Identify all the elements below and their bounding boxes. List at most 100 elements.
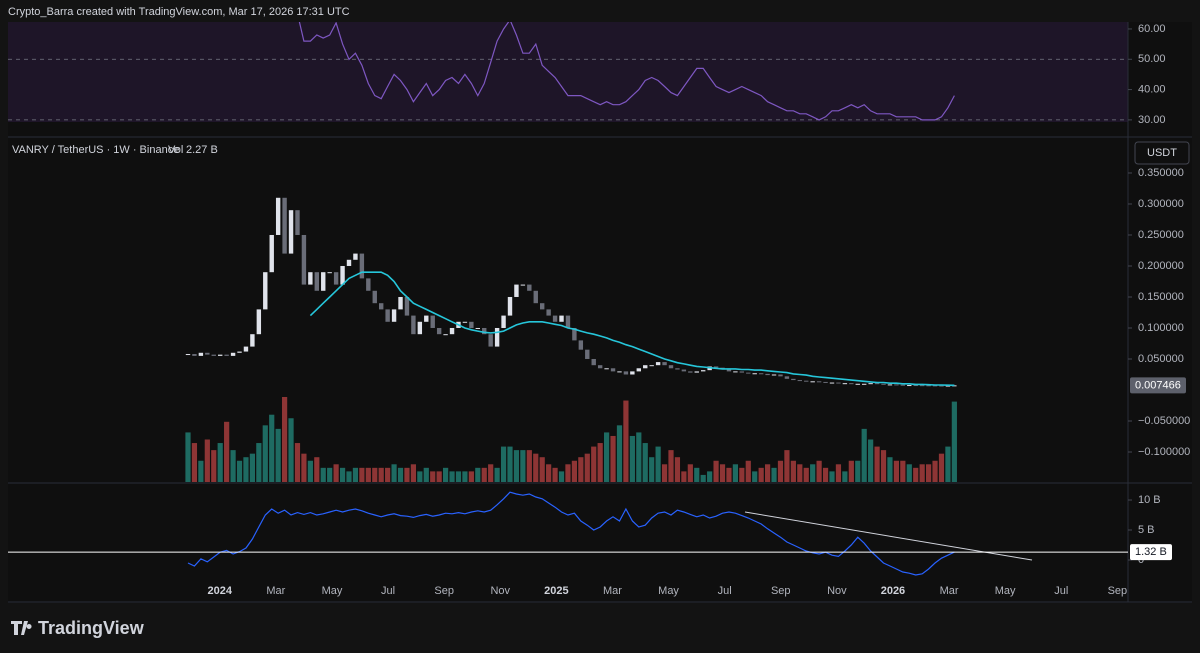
x-tick-label: Jul: [718, 585, 732, 597]
candle-body: [488, 334, 493, 347]
volume-bar: [185, 432, 191, 482]
candle-body: [295, 210, 300, 235]
candle-body: [218, 354, 223, 356]
candle-body: [205, 352, 210, 355]
volume-bar: [378, 467, 384, 482]
candle-body: [301, 234, 307, 285]
candle-body: [887, 384, 893, 386]
volume-bar: [404, 467, 410, 482]
volume-bar: [797, 464, 803, 482]
volume-bar: [539, 457, 545, 482]
candle-body: [333, 272, 339, 285]
volume-bar: [726, 467, 732, 482]
candle-body: [617, 371, 622, 373]
candle-body: [900, 384, 906, 386]
candle-body: [746, 372, 751, 374]
candle-body: [250, 334, 255, 347]
candle-body: [765, 373, 770, 376]
candle-body: [701, 370, 706, 372]
candle-body: [353, 253, 358, 260]
x-tick-label: Mar: [940, 585, 959, 597]
x-tick-label: Jul: [1054, 585, 1068, 597]
candle-body: [527, 284, 532, 291]
candle-body: [359, 253, 365, 279]
volume-bar: [455, 471, 462, 482]
volume-bar: [707, 471, 713, 482]
candle-body: [849, 383, 854, 385]
volume-bar: [906, 464, 912, 482]
volume-bar: [320, 467, 326, 482]
volume-bar: [533, 453, 539, 482]
candle-body: [932, 385, 938, 387]
clip-group: [309, 271, 955, 387]
candle-body: [713, 366, 719, 368]
candle-body: [436, 327, 442, 335]
y-tick-label: −0.100000: [1138, 446, 1190, 458]
candle-body: [237, 351, 242, 353]
volume-bar: [610, 435, 616, 482]
candle-body: [288, 210, 294, 254]
y-tick-label: 10 B: [1138, 494, 1161, 506]
volume-bar: [249, 453, 255, 482]
y-tick-label: 5 B: [1138, 524, 1155, 536]
brand-logo: [11, 621, 32, 635]
candle-body: [198, 352, 204, 356]
currency[interactable]: USDT: [1147, 147, 1177, 159]
volume-bar: [784, 450, 790, 482]
candle-body: [939, 385, 944, 387]
candle-body: [623, 371, 629, 375]
volume-bar: [913, 467, 919, 482]
x-tick-label: Nov: [490, 585, 510, 597]
candle-body: [185, 354, 191, 356]
candle-body: [385, 309, 390, 322]
currency-button[interactable]: [1134, 141, 1190, 165]
candle-body: [546, 309, 551, 316]
volume-bar: [752, 471, 758, 482]
volume-bar: [224, 421, 230, 482]
candle-body: [862, 383, 867, 385]
volume-bar: [816, 460, 822, 482]
candle-body: [636, 368, 641, 372]
candle-body: [810, 381, 815, 383]
volume-bar: [243, 457, 249, 482]
candle-body: [417, 321, 423, 335]
candle-body: [482, 327, 487, 335]
candle-body: [816, 381, 822, 383]
candle-body: [520, 284, 526, 286]
volume-bar: [191, 443, 198, 482]
volume-bar: [391, 464, 397, 482]
volume-bar: [887, 457, 893, 482]
candle-body: [919, 385, 925, 387]
volume-bar: [604, 432, 610, 482]
candle-body: [655, 362, 661, 366]
volume-bar: [900, 460, 906, 482]
volume-bar: [790, 460, 796, 482]
candle-body: [797, 380, 802, 382]
candle-body: [836, 382, 841, 384]
volume-bar: [275, 428, 281, 482]
volume-bar: [256, 443, 262, 482]
x-tick-label: Jul: [381, 585, 395, 597]
y-tick-label: −0.050000: [1138, 415, 1190, 427]
candle-body: [881, 383, 886, 385]
last-value-box: [1130, 544, 1172, 561]
candle-body: [874, 383, 880, 385]
candle-body: [610, 368, 616, 372]
brand: TradingView: [38, 618, 145, 638]
candle-body: [243, 346, 249, 352]
line: [309, 271, 955, 387]
clip-group: [298, 22, 955, 121]
volume-bar: [339, 467, 346, 482]
candle-body: [643, 365, 648, 369]
volume-bar: [874, 446, 880, 482]
candle-body: [192, 354, 197, 356]
candle-body: [559, 315, 564, 322]
candle-body: [842, 383, 848, 385]
volume-bar: [681, 471, 687, 482]
volume-bar: [584, 453, 590, 482]
candle-body: [829, 382, 835, 384]
volume-bar: [468, 471, 474, 482]
candle-body: [533, 290, 538, 304]
volume-value: 2.27 B: [186, 144, 218, 156]
candle-body: [778, 374, 783, 377]
